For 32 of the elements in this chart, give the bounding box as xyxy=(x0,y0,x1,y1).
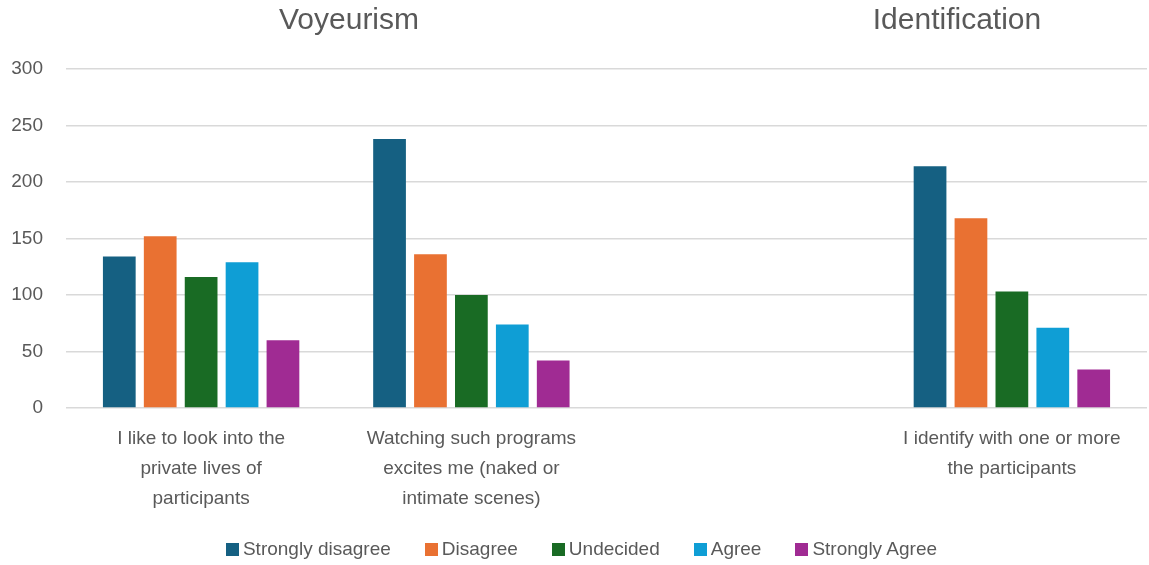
y-tick-label: 300 xyxy=(11,57,43,79)
x-tick-label: Watching such programs excites me (naked or intimate scenes) xyxy=(366,427,577,509)
bar xyxy=(225,262,259,408)
y-tick-label: 200 xyxy=(11,170,43,192)
y-tick-label: 250 xyxy=(11,113,43,135)
y-tick-label: 50 xyxy=(21,339,43,361)
bar xyxy=(102,256,136,408)
bar xyxy=(455,295,488,408)
bar xyxy=(266,340,300,408)
bar xyxy=(414,254,447,408)
legend-label: Undecided xyxy=(568,538,660,560)
y-tick-label: 150 xyxy=(11,226,43,248)
text: Identification xyxy=(872,2,1042,36)
y-tick-label: 0 xyxy=(32,396,43,418)
bar xyxy=(1077,369,1111,408)
bar xyxy=(1036,327,1070,408)
bar xyxy=(373,139,406,408)
bar xyxy=(536,360,570,408)
bar xyxy=(913,166,947,408)
bar xyxy=(995,291,1029,408)
bar xyxy=(495,324,529,408)
x-tick-label: I like to look into the private lives of participants xyxy=(117,427,286,509)
y-tick-label: 100 xyxy=(11,283,43,305)
x-tick-label: I identify with one or more the participants xyxy=(903,427,1121,479)
legend-label: Agree xyxy=(710,538,762,560)
bar xyxy=(143,236,177,408)
text: Voyeurism xyxy=(278,2,420,36)
bar xyxy=(954,218,988,408)
legend-label: Strongly disagree xyxy=(242,538,391,560)
legend-label: Disagree xyxy=(441,538,518,560)
legend-label: Strongly Agree xyxy=(812,538,938,560)
bar xyxy=(184,276,218,408)
